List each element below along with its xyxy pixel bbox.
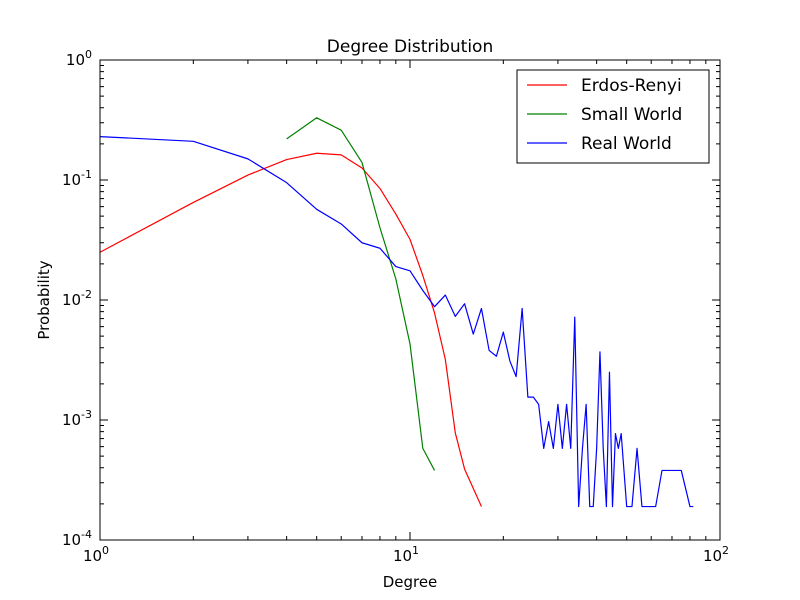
y-tick-label: 10-2 <box>62 288 92 309</box>
x-tick-label: 102 <box>703 544 729 565</box>
y-axis-label: Probability <box>35 260 53 339</box>
legend-label: Small World <box>581 105 682 125</box>
legend: Erdos-Renyi Small World Real World <box>516 69 710 164</box>
series-line-real-world <box>99 135 694 508</box>
series-layer <box>99 117 694 508</box>
x-axis-label: Degree <box>383 573 438 591</box>
series-line-erdos-renyi <box>99 152 482 507</box>
x-tick-label: 101 <box>393 544 419 565</box>
y-tick-label: 10-1 <box>62 168 92 189</box>
legend-label: Real World <box>581 134 672 154</box>
chart-title: Degree Distribution <box>327 37 493 57</box>
series-line-small-world <box>286 117 436 471</box>
ticks-layer: 100 101 102 10-4 10-3 10-2 10-1 100 <box>62 48 729 565</box>
legend-label: Erdos-Renyi <box>581 76 682 96</box>
x-tick-label: 100 <box>83 544 109 565</box>
y-tick-label: 100 <box>66 48 92 69</box>
y-tick-label: 10-4 <box>62 528 92 549</box>
y-tick-label: 10-3 <box>62 408 92 429</box>
